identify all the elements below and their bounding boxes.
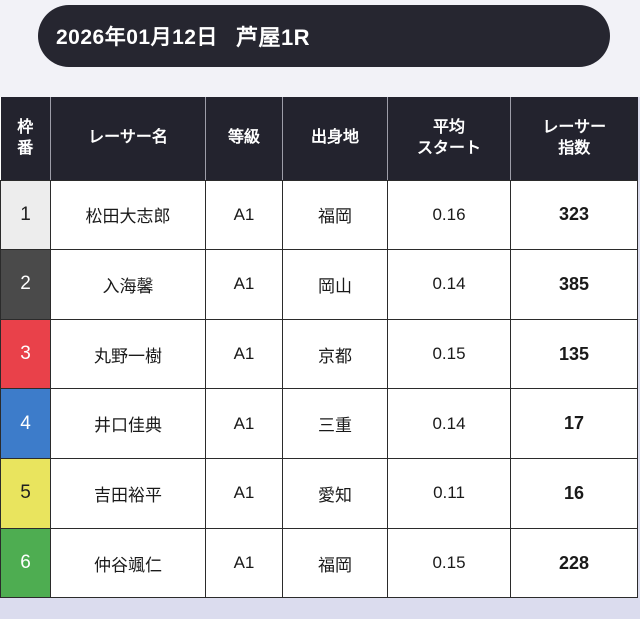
cell-grade: A1 (205, 458, 283, 529)
table-header-row: 枠番レーサー名 等級 出身地 平均 スタート レーサー 指数 (0, 97, 638, 181)
cell-avg_start: 0.15 (387, 527, 511, 599)
cell-avg_start: 0.16 (387, 179, 511, 251)
race-date: 2026年01月12日 (56, 26, 218, 49)
cell-origin: 京都 (282, 318, 388, 390)
cell-waku: 4 (0, 388, 51, 460)
column-header-index: レーサー 指数 (510, 97, 638, 181)
cell-origin: 岡山 (282, 249, 388, 320)
cell-origin: 愛知 (282, 458, 388, 529)
cell-grade: A1 (205, 318, 283, 390)
cell-origin: 福岡 (282, 179, 388, 251)
cell-origin: 三重 (282, 388, 388, 460)
racer-table: 枠番レーサー名 等級 出身地 平均 スタート レーサー 指数 1 松田大志郎 A1 福岡 0.16 3… (0, 97, 638, 599)
race-header-pill: 2026年01月12日 芦屋1R (38, 5, 610, 67)
cell-name: 入海馨 (50, 249, 206, 320)
table-row: 4 井口佳典 A1 三重 0.14 17 (0, 388, 638, 460)
table-row: 6 仲谷颯仁 A1 福岡 0.15 228 (0, 527, 638, 599)
cell-waku: 5 (0, 458, 51, 529)
top-area: 2026年01月12日 芦屋1R (0, 0, 640, 97)
cell-name: 丸野一樹 (50, 318, 206, 390)
table-row: 5 吉田裕平 A1 愛知 0.11 16 (0, 458, 638, 529)
column-header-waku: 枠番 (0, 97, 51, 181)
column-header-grade: 等級 (205, 97, 283, 181)
cell-grade: A1 (205, 388, 283, 460)
cell-waku: 3 (0, 318, 51, 390)
column-header-name: レーサー名 (50, 97, 206, 181)
cell-avg_start: 0.11 (387, 458, 511, 529)
cell-name: 吉田裕平 (50, 458, 206, 529)
race-name: 芦屋1R (235, 25, 311, 50)
cell-waku: 2 (0, 249, 51, 320)
cell-name: 仲谷颯仁 (50, 527, 206, 599)
cell-grade: A1 (205, 527, 283, 599)
cell-waku: 1 (0, 179, 51, 251)
table-header: 枠番レーサー名 等級 出身地 平均 スタート レーサー 指数 (0, 97, 638, 181)
cell-grade: A1 (205, 249, 283, 320)
cell-name: 松田大志郎 (50, 179, 206, 251)
table-row: 1 松田大志郎 A1 福岡 0.16 323 (0, 179, 638, 251)
cell-origin: 福岡 (282, 527, 388, 599)
cell-index: 323 (510, 179, 638, 251)
cell-avg_start: 0.14 (387, 388, 511, 460)
column-header-origin: 出身地 (282, 97, 388, 181)
cell-index: 17 (510, 388, 638, 460)
cell-avg_start: 0.15 (387, 318, 511, 390)
table-row: 2 入海馨 A1 岡山 0.14 385 (0, 249, 638, 320)
table-row: 3 丸野一樹 A1 京都 0.15 135 (0, 318, 638, 390)
cell-index: 135 (510, 318, 638, 390)
cell-avg_start: 0.14 (387, 249, 511, 320)
cell-waku: 6 (0, 527, 51, 599)
cell-index: 228 (510, 527, 638, 599)
cell-grade: A1 (205, 179, 283, 251)
cell-name: 井口佳典 (50, 388, 206, 460)
cell-index: 16 (510, 458, 638, 529)
cell-index: 385 (510, 249, 638, 320)
column-header-avg_start: 平均 スタート (387, 97, 511, 181)
